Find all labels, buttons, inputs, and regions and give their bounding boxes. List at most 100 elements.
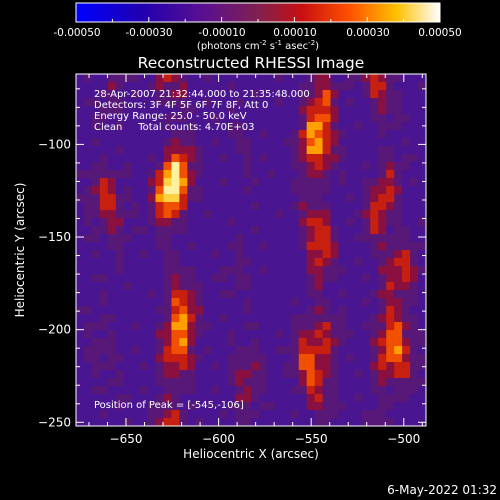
heatmap-cell	[306, 82, 316, 91]
heatmap-cell	[251, 290, 260, 299]
heatmap-cell	[298, 274, 308, 283]
heatmap-cell	[418, 274, 426, 283]
heatmap-cell	[83, 378, 93, 387]
heatmap-cell	[83, 418, 93, 426]
heatmap-cell	[394, 394, 403, 403]
heatmap-cell	[155, 274, 165, 283]
heatmap-cell	[418, 178, 426, 187]
heatmap-cell	[418, 74, 426, 83]
heatmap-cell	[354, 194, 363, 203]
heatmap-cell	[290, 178, 300, 187]
heatmap-cell	[131, 298, 141, 307]
heatmap-cell	[139, 178, 149, 187]
heatmap-cell	[187, 98, 196, 107]
heatmap-cell	[99, 394, 109, 403]
heatmap-cell	[107, 322, 117, 331]
heatmap-cell	[235, 210, 244, 219]
heatmap-cell	[298, 178, 308, 187]
heatmap-cell	[314, 186, 324, 195]
heatmap-cell	[115, 386, 125, 395]
heatmap-cell	[338, 114, 348, 123]
heatmap-cell	[211, 418, 220, 426]
heatmap-cell	[139, 242, 149, 251]
heatmap-cell	[378, 114, 387, 123]
heatmap-cell	[274, 162, 284, 171]
heatmap-cell	[306, 378, 316, 387]
heatmap-cell	[107, 274, 117, 283]
heatmap-cell	[107, 266, 117, 275]
heatmap-cell	[219, 298, 228, 307]
heatmap-cell	[378, 146, 387, 155]
heatmap-cell	[346, 370, 355, 379]
heatmap-cell	[131, 306, 141, 315]
heatmap-cell	[274, 402, 284, 411]
heatmap-cell	[274, 234, 284, 243]
heatmap-cell	[298, 226, 308, 235]
heatmap-cell	[330, 322, 340, 331]
heatmap-cell	[99, 194, 109, 203]
heatmap-cell	[338, 178, 348, 187]
heatmap-cell	[99, 290, 109, 299]
heatmap-cell	[274, 106, 284, 115]
heatmap-cell	[91, 234, 101, 243]
heatmap-cell	[107, 90, 117, 99]
heatmap-cell	[179, 378, 188, 387]
heatmap-cell	[187, 418, 196, 426]
heatmap-cell	[330, 194, 340, 203]
heatmap-cell	[354, 98, 363, 107]
heatmap-cell	[346, 122, 355, 131]
heatmap-cell	[139, 274, 149, 283]
heatmap-cell	[306, 146, 316, 155]
heatmap-cell	[378, 402, 387, 411]
heatmap-cell	[290, 162, 300, 171]
heatmap-cell	[354, 178, 363, 187]
heatmap-cell	[131, 218, 141, 227]
heatmap-cell	[171, 234, 180, 243]
heatmap-cell	[306, 314, 316, 323]
heatmap-cell	[274, 218, 284, 227]
heatmap-cell	[235, 354, 244, 363]
heatmap-cell	[274, 82, 284, 91]
heatmap-cell	[131, 82, 141, 91]
heatmap-cell	[306, 346, 316, 355]
heatmap-cell	[123, 74, 133, 83]
heatmap-cell	[266, 82, 276, 91]
heatmap-cell	[115, 90, 125, 99]
heatmap-cell	[346, 98, 355, 107]
heatmap-cell	[298, 402, 308, 411]
heatmap-cell	[91, 242, 101, 251]
heatmap-cell	[394, 362, 403, 371]
heatmap-cell	[179, 258, 188, 267]
heatmap-cell	[195, 162, 204, 171]
heatmap-cell	[274, 282, 284, 291]
heatmap-cell	[298, 314, 308, 323]
heatmap-cell	[298, 298, 308, 307]
heatmap-cell	[91, 74, 101, 83]
heatmap-cell	[274, 170, 284, 179]
heatmap-cell	[171, 202, 180, 211]
heatmap-cell	[402, 330, 411, 339]
heatmap-cell	[282, 98, 292, 107]
heatmap-cell	[298, 370, 308, 379]
heatmap-cell	[211, 306, 220, 315]
heatmap-cell	[346, 130, 355, 139]
heatmap-cell	[314, 338, 324, 347]
heatmap-cell	[171, 226, 180, 235]
heatmap-cell	[338, 186, 348, 195]
heatmap-cell	[99, 130, 109, 139]
heatmap-cell	[107, 394, 117, 403]
heatmap-cell	[115, 314, 125, 323]
heatmap-cell	[171, 162, 180, 171]
heatmap-cell	[243, 98, 252, 107]
heatmap-cell	[306, 194, 316, 203]
heatmap-cell	[99, 82, 109, 91]
heatmap-cell	[322, 282, 332, 291]
heatmap-cell	[211, 82, 220, 91]
heatmap-cell	[171, 98, 180, 107]
heatmap-cell	[370, 114, 379, 123]
heatmap-cell	[346, 338, 355, 347]
heatmap-cell	[243, 210, 252, 219]
heatmap-cell	[258, 234, 268, 243]
heatmap-cell	[163, 290, 173, 299]
heatmap-cell	[402, 402, 411, 411]
